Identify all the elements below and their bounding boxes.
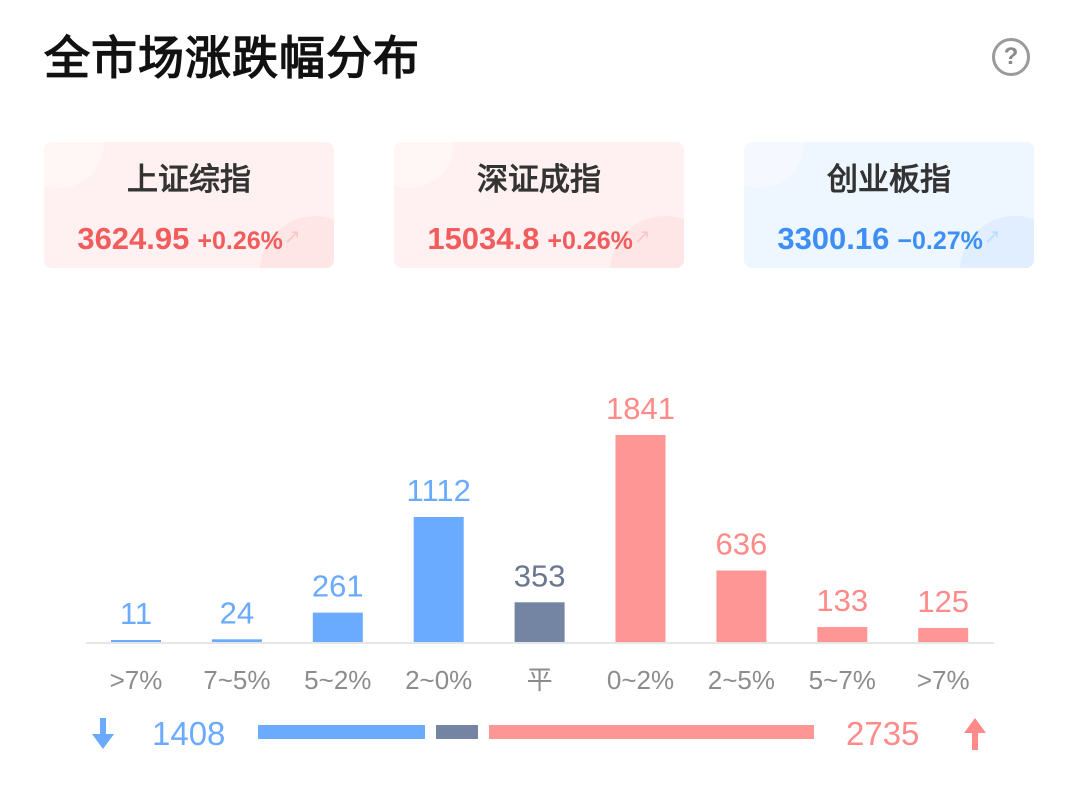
- down-arrow-icon: [92, 718, 114, 749]
- trend-arrow-icon: ↗: [983, 224, 1001, 248]
- index-card-sse[interactable]: 上证综指 3624.95 +0.26%↗: [44, 142, 334, 268]
- bar-up[interactable]: [817, 627, 868, 642]
- category-label: 7~5%: [203, 665, 270, 695]
- trend-arrow-icon: ↗: [283, 224, 301, 248]
- bar-flat[interactable]: [514, 602, 565, 642]
- index-change: −0.27%: [897, 227, 983, 255]
- bar-up[interactable]: [918, 627, 969, 642]
- bar-down[interactable]: [211, 639, 262, 642]
- bar-value-label: 125: [917, 584, 969, 619]
- down-ratio-bar: [258, 725, 426, 739]
- index-name: 深证成指: [477, 162, 601, 198]
- index-change: +0.26%: [547, 227, 633, 255]
- category-label: 0~2%: [607, 665, 674, 695]
- bar-up[interactable]: [716, 570, 767, 642]
- category-label: >7%: [917, 665, 970, 695]
- index-card-szse[interactable]: 深证成指 15034.8 +0.26%↗: [394, 142, 684, 268]
- index-name: 创业板指: [827, 162, 951, 198]
- bar-value-label: 133: [816, 583, 868, 618]
- index-value: 3624.95: [77, 221, 190, 256]
- bar-value-label: 24: [220, 595, 254, 630]
- bar-down[interactable]: [413, 516, 464, 642]
- bar-value-label: 353: [514, 558, 566, 593]
- flat-ratio-bar: [436, 725, 479, 739]
- page-title: 全市场涨跌幅分布: [44, 31, 420, 85]
- category-label: 2~0%: [405, 665, 472, 695]
- category-label: 平: [527, 665, 553, 695]
- index-change: +0.26%: [197, 227, 283, 255]
- down-count: 1408: [152, 715, 226, 752]
- bar-value-label: 636: [716, 526, 768, 561]
- index-value: 15034.8: [427, 221, 540, 256]
- bar-up[interactable]: [615, 435, 666, 642]
- up-ratio-bar: [489, 725, 814, 739]
- bar-down[interactable]: [111, 640, 161, 642]
- bar-value-label: 1841: [606, 391, 675, 426]
- bar-down[interactable]: [312, 612, 363, 642]
- help-icon[interactable]: ?: [992, 38, 1030, 76]
- index-card-chinext[interactable]: 创业板指 3300.16 −0.27%↗: [744, 142, 1034, 268]
- bar-value-label: 261: [312, 569, 364, 604]
- category-label: 2~5%: [708, 665, 775, 695]
- index-name: 上证综指: [127, 162, 251, 198]
- up-count: 2735: [846, 715, 920, 752]
- bar-value-label: 11: [120, 596, 152, 631]
- trend-arrow-icon: ↗: [633, 224, 651, 248]
- category-label: >7%: [110, 665, 163, 695]
- index-value: 3300.16: [777, 221, 890, 256]
- category-label: 5~2%: [304, 665, 371, 695]
- up-arrow-icon: [964, 718, 986, 750]
- bar-value-label: 1112: [407, 473, 471, 508]
- category-label: 5~7%: [809, 665, 876, 695]
